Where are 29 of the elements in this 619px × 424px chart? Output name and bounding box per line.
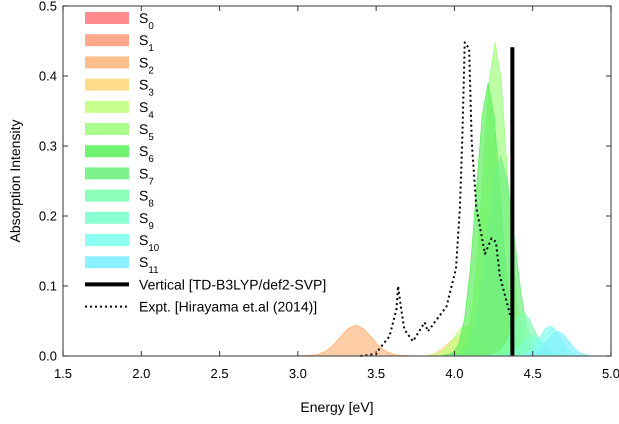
legend-label: Vertical [TD-B3LYP/def2-SVP] bbox=[139, 276, 326, 292]
y-tick-label: 0.3 bbox=[38, 138, 57, 154]
x-axis-title: Energy [eV] bbox=[300, 399, 374, 415]
y-axis-title: Absorption Intensity bbox=[7, 120, 23, 242]
x-tick-label: 4.5 bbox=[524, 366, 542, 381]
legend-label: S$_{11}$ bbox=[139, 254, 159, 276]
legend-label: S$_{5}$ bbox=[139, 121, 154, 142]
legend-label: S$_{3}$ bbox=[139, 76, 154, 98]
x-tick-label: 4.0 bbox=[445, 366, 464, 381]
x-tick-label: 3.0 bbox=[288, 366, 307, 381]
x-tick-label: 2.5 bbox=[210, 366, 229, 381]
y-tick-label: 0.1 bbox=[38, 278, 57, 294]
legend-label: S$_{4}$ bbox=[139, 98, 154, 120]
x-tick-label: 1.5 bbox=[54, 366, 72, 381]
legend-label: S$_{8}$ bbox=[139, 188, 154, 210]
legend-label: S$_{0}$ bbox=[139, 10, 154, 32]
x-tick-label: 2.0 bbox=[132, 366, 150, 381]
y-tick-label: 0.2 bbox=[38, 208, 57, 224]
legend-label: Expt. [Hirayama et.al (2014)] bbox=[139, 298, 318, 315]
legend-label: S$_{7}$ bbox=[139, 165, 154, 187]
legend-label: S$_{2}$ bbox=[139, 54, 154, 76]
y-tick-label: 0.4 bbox=[38, 68, 57, 84]
legend-label: S$_{1}$ bbox=[139, 32, 154, 54]
y-tick-label: 0.0 bbox=[38, 348, 57, 364]
x-tick-label: 3.5 bbox=[367, 366, 386, 381]
legend-label: S$_{10}$ bbox=[139, 232, 160, 254]
legend-label: S$_{6}$ bbox=[139, 143, 154, 165]
y-tick-label: 0.5 bbox=[38, 0, 57, 14]
legend-label: S$_{9}$ bbox=[139, 210, 154, 232]
